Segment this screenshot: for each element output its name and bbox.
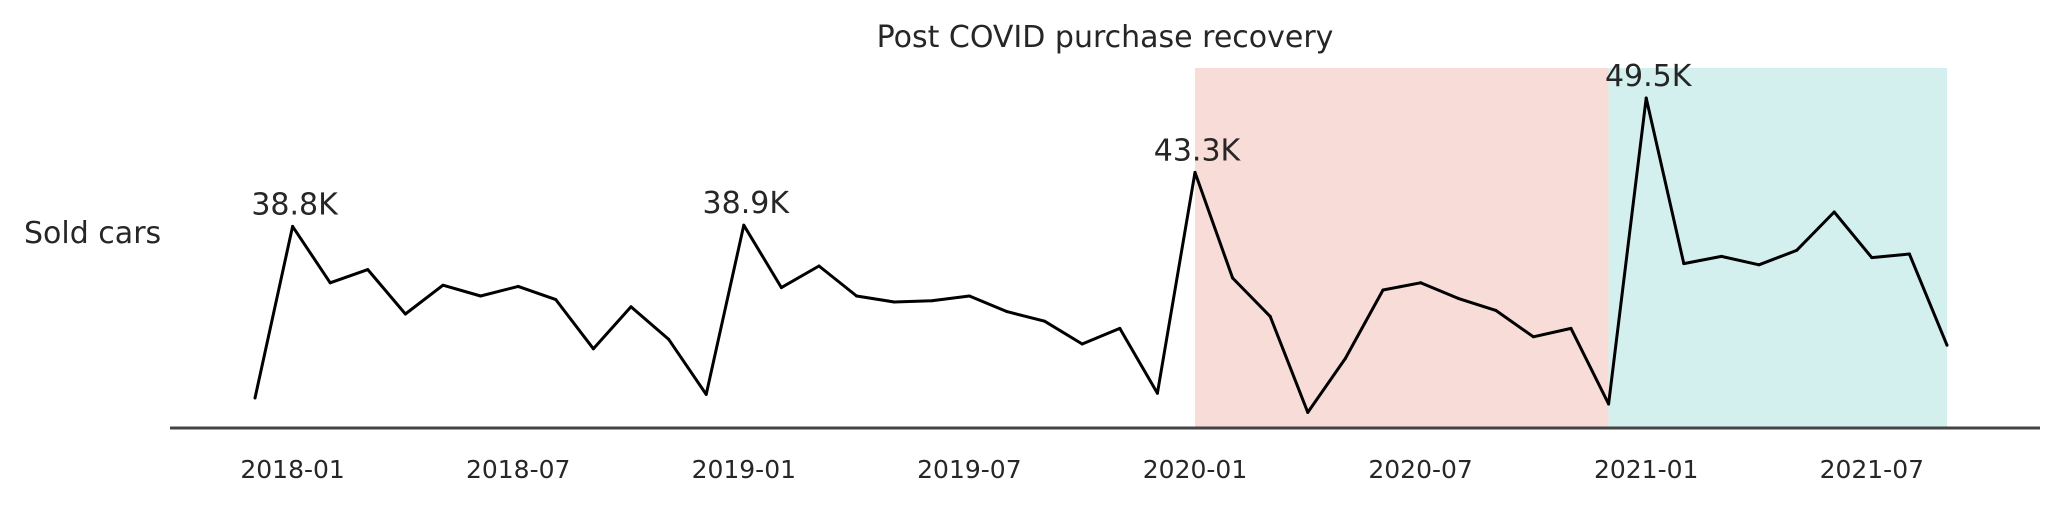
data-point bbox=[1381, 288, 1385, 292]
data-point bbox=[667, 337, 671, 341]
data-point bbox=[253, 396, 257, 400]
peak-labels: 38.8K 38.9K 43.3K 49.5K bbox=[251, 59, 1692, 222]
data-point bbox=[1005, 310, 1009, 314]
x-tick-label: 2021-07 bbox=[1820, 455, 1924, 484]
data-point bbox=[930, 299, 934, 303]
data-point bbox=[1080, 342, 1084, 346]
data-point bbox=[817, 264, 821, 268]
data-point bbox=[1795, 248, 1799, 252]
data-point bbox=[366, 268, 370, 272]
data-point bbox=[1456, 296, 1460, 300]
data-point bbox=[554, 298, 558, 302]
x-axis-ticks: 2018-01 2018-07 2019-01 2019-07 2020-01 2020-… bbox=[240, 455, 1924, 484]
peak-label: 38.8K bbox=[251, 187, 339, 222]
data-point bbox=[1644, 96, 1648, 100]
x-tick-label: 2019-07 bbox=[917, 455, 1021, 484]
data-point bbox=[704, 392, 708, 396]
series-line bbox=[253, 96, 1949, 414]
y-axis-label: Sold cars bbox=[24, 216, 161, 251]
x-tick-label: 2018-07 bbox=[466, 455, 570, 484]
data-point bbox=[516, 284, 520, 288]
peak-label: 43.3K bbox=[1154, 133, 1242, 168]
data-point bbox=[855, 294, 859, 298]
data-point bbox=[1343, 356, 1347, 360]
peak-label: 49.5K bbox=[1605, 59, 1693, 94]
data-point bbox=[629, 305, 633, 309]
data-point bbox=[1419, 281, 1423, 285]
data-point bbox=[328, 281, 332, 285]
data-point bbox=[1682, 262, 1686, 266]
data-point bbox=[1907, 252, 1911, 256]
data-point bbox=[1832, 210, 1836, 214]
data-point bbox=[1945, 343, 1949, 347]
data-point bbox=[1306, 410, 1310, 414]
chart-title: Post COVID purchase recovery bbox=[877, 20, 1334, 55]
data-point bbox=[1494, 308, 1498, 312]
data-point bbox=[1231, 276, 1235, 280]
shaded-region-2 bbox=[1608, 68, 1947, 428]
data-point bbox=[1757, 263, 1761, 267]
data-point bbox=[441, 283, 445, 287]
data-point bbox=[892, 300, 896, 304]
data-point bbox=[742, 223, 746, 227]
data-point bbox=[1268, 314, 1272, 318]
x-tick-label: 2018-01 bbox=[240, 455, 344, 484]
x-tick-label: 2020-01 bbox=[1143, 455, 1247, 484]
data-point bbox=[1118, 326, 1122, 330]
data-point bbox=[967, 294, 971, 298]
data-point bbox=[779, 286, 783, 290]
x-tick-label: 2020-07 bbox=[1368, 455, 1472, 484]
data-point bbox=[403, 312, 407, 316]
data-point bbox=[1870, 256, 1874, 260]
data-points bbox=[253, 96, 1949, 414]
x-tick-label: 2021-01 bbox=[1594, 455, 1698, 484]
data-point bbox=[1043, 319, 1047, 323]
data-point bbox=[1607, 402, 1611, 406]
x-tick-label: 2019-01 bbox=[692, 455, 796, 484]
data-point bbox=[1719, 254, 1723, 258]
data-point bbox=[1193, 170, 1197, 174]
shaded-regions bbox=[1195, 68, 1947, 428]
data-point bbox=[1569, 326, 1573, 330]
peak-label: 38.9K bbox=[703, 186, 791, 221]
data-point bbox=[291, 224, 295, 228]
data-point bbox=[1531, 335, 1535, 339]
data-point bbox=[1155, 391, 1159, 395]
shaded-region-1 bbox=[1195, 68, 1609, 428]
data-point bbox=[591, 347, 595, 351]
data-point bbox=[479, 294, 483, 298]
